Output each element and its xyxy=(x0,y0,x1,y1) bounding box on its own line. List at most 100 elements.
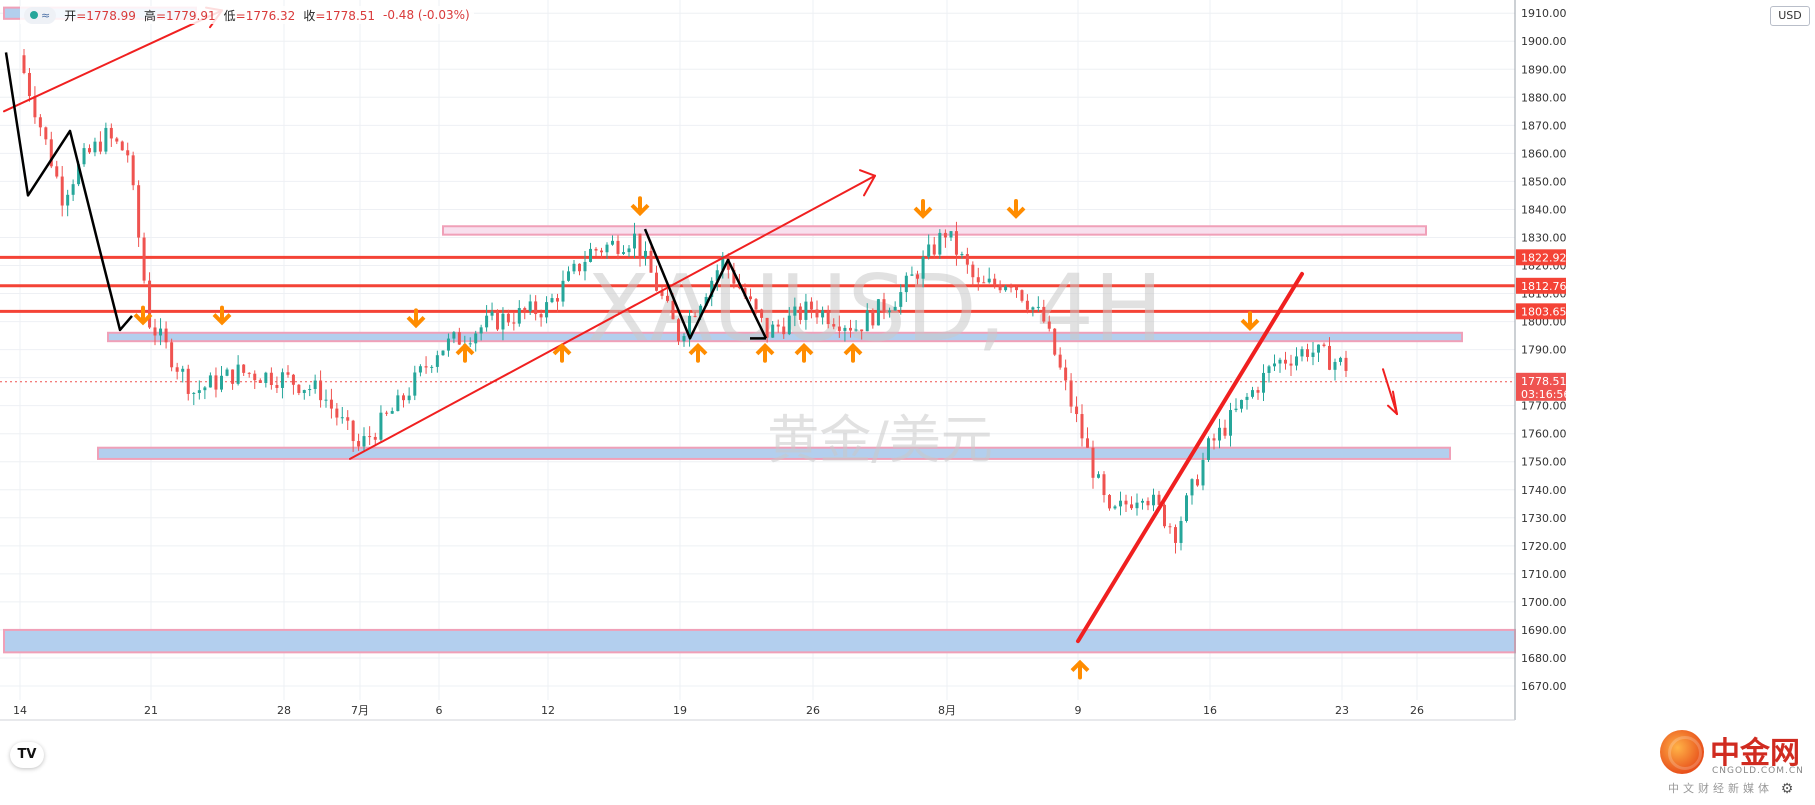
candle-body xyxy=(479,327,483,334)
candle-body xyxy=(435,355,439,367)
candle-body xyxy=(826,310,830,325)
candle-body xyxy=(1218,427,1221,441)
countdown-text: 03:16:56 xyxy=(1521,388,1570,401)
candle-body xyxy=(904,275,908,293)
settings-gear-icon[interactable]: ⚙ xyxy=(1780,781,1794,797)
candle-body xyxy=(368,436,372,438)
candle-body xyxy=(932,244,936,255)
candle-body xyxy=(77,164,81,185)
candle-body xyxy=(627,248,631,253)
candle-body xyxy=(413,372,417,396)
candle-body xyxy=(197,390,201,393)
candle-body xyxy=(1004,286,1008,291)
candle-body xyxy=(821,310,825,318)
open-value: =1778.99 xyxy=(76,8,136,23)
candle-body xyxy=(1025,300,1029,310)
candle-body xyxy=(1113,506,1117,509)
candle-body xyxy=(732,269,736,284)
candle-body xyxy=(688,315,692,337)
candle-body xyxy=(1135,502,1139,509)
candle-body xyxy=(1251,390,1254,397)
candle-body xyxy=(27,72,31,97)
brand-logo-icon xyxy=(1660,730,1704,774)
candle-body xyxy=(567,271,570,281)
market-status[interactable]: ≈ xyxy=(24,6,57,24)
candle-body xyxy=(1328,345,1331,370)
candle-body xyxy=(148,280,152,328)
candle-body xyxy=(385,412,389,414)
candle-body xyxy=(324,399,328,401)
candle-body xyxy=(153,327,157,336)
candle-body xyxy=(1333,361,1337,370)
candle-body xyxy=(704,296,708,306)
y-tick-label: 1700.00 xyxy=(1521,596,1567,609)
up-arrow-head xyxy=(1070,659,1090,672)
candle-body xyxy=(1179,521,1183,543)
candle-body xyxy=(98,141,102,152)
candle-body xyxy=(115,138,119,142)
candle-body xyxy=(699,305,703,317)
candle-body xyxy=(1256,390,1260,393)
candle-body xyxy=(71,184,75,195)
candle-body xyxy=(402,395,405,401)
candle-body xyxy=(468,343,472,345)
candle-body xyxy=(142,237,146,281)
tradingview-logo[interactable]: TV xyxy=(10,742,44,768)
candle-body xyxy=(954,231,958,255)
candle-body xyxy=(1058,354,1062,368)
x-tick-label: 26 xyxy=(1410,704,1424,717)
trend-arrow xyxy=(349,174,876,460)
candle-body xyxy=(815,309,819,318)
candle-body xyxy=(965,254,969,265)
y-tick-label: 1910.00 xyxy=(1521,7,1567,20)
candle-body xyxy=(220,375,223,390)
candle-body xyxy=(649,250,653,273)
candle-body xyxy=(214,375,218,390)
candle-body xyxy=(611,240,614,245)
high-value: =1779.91 xyxy=(155,8,216,23)
candle-body xyxy=(104,127,108,152)
candle-body xyxy=(1267,366,1271,373)
candle-body xyxy=(1020,290,1024,301)
candle-body xyxy=(578,263,581,272)
candle-body xyxy=(1157,494,1161,505)
candle-body xyxy=(1317,344,1320,353)
candle-body xyxy=(782,326,786,335)
candle-body xyxy=(1273,363,1276,367)
candle-body xyxy=(876,299,880,326)
up-arrow-head xyxy=(843,342,863,356)
price-zone xyxy=(97,446,1451,460)
x-tick-label: 26 xyxy=(806,704,820,717)
price-label xyxy=(1516,277,1566,294)
candle-body xyxy=(976,277,980,283)
x-tick-label: 7月 xyxy=(351,704,369,717)
candle-body xyxy=(264,372,268,383)
candle-body xyxy=(644,250,647,258)
candle-body xyxy=(1344,357,1348,371)
candle-body xyxy=(754,299,758,310)
candle-body xyxy=(854,329,858,331)
y-tick-label: 1730.00 xyxy=(1521,512,1567,525)
x-tick-label: 23 xyxy=(1335,704,1349,717)
candle-body xyxy=(749,296,752,300)
y-tick-label: 1880.00 xyxy=(1521,91,1567,104)
candle-body xyxy=(545,302,549,318)
candle-body xyxy=(1075,406,1079,415)
current-price-text: 1778.51 xyxy=(1521,375,1567,388)
candle-body xyxy=(501,313,505,330)
currency-button[interactable]: USD xyxy=(1770,6,1810,26)
candle-body xyxy=(313,380,317,389)
wave-path xyxy=(4,52,133,332)
candle-body xyxy=(987,278,991,283)
candle-body xyxy=(335,408,339,418)
candle-body xyxy=(528,301,532,312)
candle-body xyxy=(616,240,620,254)
candle-body xyxy=(682,336,686,342)
candle-body xyxy=(192,392,196,394)
candle-body xyxy=(1174,527,1177,543)
candle-body xyxy=(804,301,808,320)
candle-body xyxy=(379,412,383,440)
